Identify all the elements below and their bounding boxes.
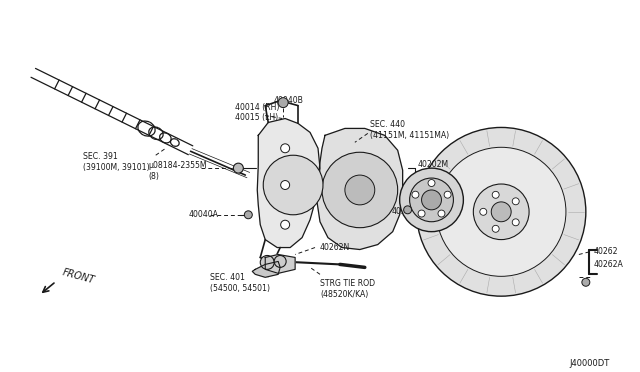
Circle shape <box>492 191 499 198</box>
Circle shape <box>512 198 519 205</box>
Text: FRONT: FRONT <box>61 267 96 286</box>
Circle shape <box>444 191 451 198</box>
Circle shape <box>474 184 529 240</box>
Circle shape <box>281 180 290 189</box>
Circle shape <box>412 191 419 198</box>
Polygon shape <box>265 254 295 273</box>
Circle shape <box>417 128 586 296</box>
Text: 40262: 40262 <box>594 247 618 256</box>
Text: SEC. 401
(54500, 54501): SEC. 401 (54500, 54501) <box>211 273 271 293</box>
Circle shape <box>492 202 511 222</box>
Circle shape <box>322 152 397 228</box>
Circle shape <box>422 190 442 210</box>
Circle shape <box>582 278 590 286</box>
Circle shape <box>274 256 286 267</box>
Text: 40222: 40222 <box>392 207 416 216</box>
Circle shape <box>436 147 566 276</box>
Circle shape <box>404 206 412 214</box>
Circle shape <box>438 210 445 217</box>
Circle shape <box>263 155 323 215</box>
Polygon shape <box>257 119 320 247</box>
Text: 40202M: 40202M <box>417 160 449 169</box>
Circle shape <box>410 178 453 222</box>
Polygon shape <box>317 128 403 250</box>
Circle shape <box>260 256 274 269</box>
Text: 40040B: 40040B <box>273 96 303 105</box>
Text: 40207: 40207 <box>465 177 490 186</box>
Text: µ08184-2355M
(8): µ08184-2355M (8) <box>148 161 207 180</box>
Circle shape <box>244 211 252 219</box>
Circle shape <box>399 168 463 232</box>
Text: SEC. 391
(39100M, 39101): SEC. 391 (39100M, 39101) <box>83 152 150 171</box>
Polygon shape <box>252 262 280 277</box>
Text: 40014 (RH)
40015 (LH): 40014 (RH) 40015 (LH) <box>236 103 280 122</box>
Circle shape <box>418 210 425 217</box>
Text: STRG TIE ROD
(48520K/KA): STRG TIE ROD (48520K/KA) <box>320 279 375 299</box>
Circle shape <box>428 180 435 186</box>
Text: SEC. 440
(41151M, 41151MA): SEC. 440 (41151M, 41151MA) <box>370 121 449 140</box>
Text: 40262N: 40262N <box>320 243 350 251</box>
Circle shape <box>492 225 499 232</box>
Circle shape <box>234 163 243 173</box>
Circle shape <box>281 220 290 229</box>
Text: J40000DT: J40000DT <box>569 359 609 368</box>
Circle shape <box>512 219 519 226</box>
Circle shape <box>345 175 375 205</box>
Circle shape <box>281 144 290 153</box>
Text: 40262A: 40262A <box>594 260 623 269</box>
Circle shape <box>278 98 288 108</box>
Text: 40040A: 40040A <box>189 210 218 219</box>
Circle shape <box>480 208 487 215</box>
